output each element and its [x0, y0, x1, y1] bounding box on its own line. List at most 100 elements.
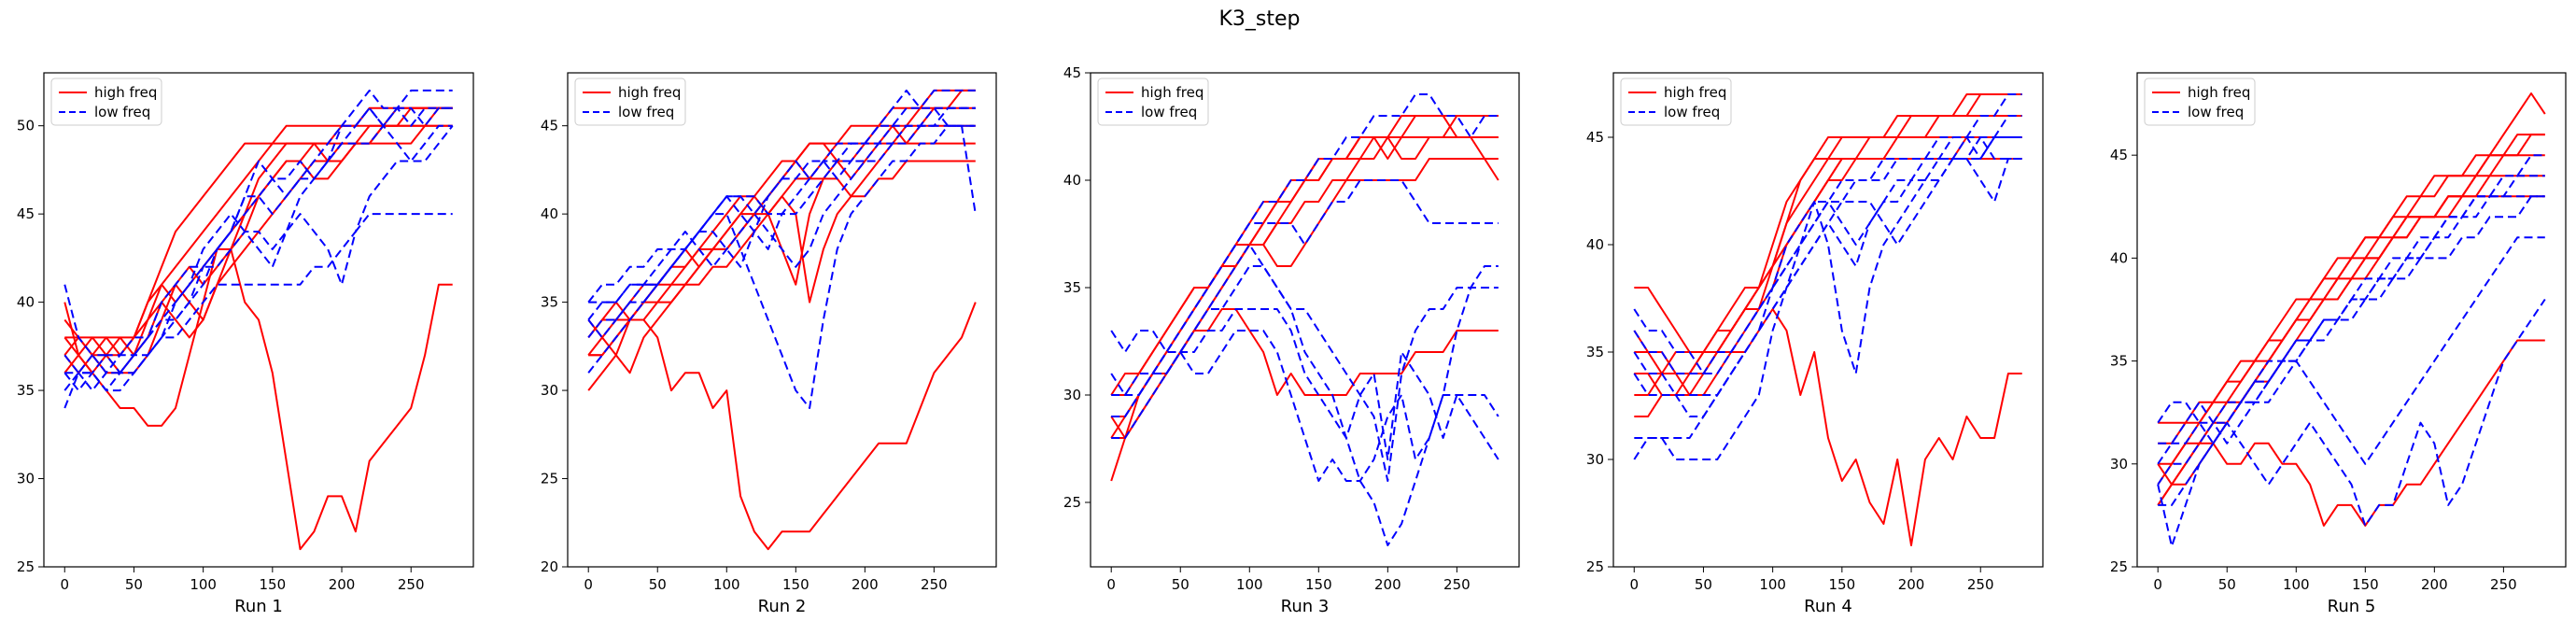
x-tick-label: 0	[584, 576, 593, 593]
axes-frame	[1612, 72, 2044, 568]
x-tick-label: 250	[398, 576, 425, 593]
x-tick-label: 150	[260, 576, 287, 593]
x-tick-label: 200	[852, 576, 879, 593]
high-freq-series-line-7	[63, 124, 453, 374]
y-tick-label: 50	[17, 118, 35, 134]
y-tick-label: 45	[541, 118, 558, 134]
y-tick-label: 25	[541, 471, 558, 487]
series-group	[63, 89, 454, 551]
y-tick-label: 30	[2110, 456, 2128, 473]
low-freq-series-line-3	[63, 89, 453, 374]
low-freq-series-line-5	[1633, 136, 2022, 374]
legend-label-low-freq: low freq	[618, 104, 674, 120]
low-freq-series-line-2	[2157, 236, 2545, 465]
x-tick-label: 100	[713, 576, 740, 593]
y-tick-label: 40	[1063, 172, 1081, 189]
series-group	[587, 89, 977, 551]
axes-frame	[43, 72, 474, 568]
x-tick-label: 150	[1305, 576, 1332, 593]
y-tick-label: 40	[1586, 236, 1604, 253]
y-tick-label: 30	[17, 471, 35, 487]
y-tick-label: 25	[1586, 558, 1604, 575]
legend-label-low-freq: low freq	[2188, 104, 2244, 120]
y-tick-label: 20	[541, 558, 558, 575]
high-freq-series-line-1	[1634, 308, 2022, 546]
high-freq-series-line-7	[1634, 136, 2022, 374]
legend: high freq low freq	[2144, 78, 2256, 126]
x-axis-label: Run 5	[2328, 597, 2376, 616]
x-tick-label: 250	[1443, 576, 1471, 593]
x-tick-label: 50	[1695, 576, 1712, 593]
legend: high freq low freq	[574, 78, 686, 126]
x-tick-label: 100	[190, 576, 217, 593]
y-tick-label: 30	[1586, 451, 1604, 468]
x-tick-label: 0	[2153, 576, 2162, 593]
y-tick-label: 45	[1586, 129, 1604, 146]
legend-box	[574, 78, 686, 126]
x-tick-label: 50	[1172, 576, 1189, 593]
x-tick-label: 250	[921, 576, 948, 593]
legend-label-low-freq: low freq	[1141, 104, 1197, 120]
y-tick-label: 30	[1063, 387, 1081, 403]
x-axis-label: Run 1	[234, 597, 283, 616]
low-freq-series-line-2	[63, 124, 453, 392]
x-tick-label: 200	[1898, 576, 1925, 593]
y-tick-label: 45	[2110, 147, 2128, 163]
legend-box	[1097, 78, 1209, 126]
y-tick-label: 30	[541, 382, 558, 399]
low-freq-series-line-1	[587, 124, 977, 409]
legend: high freq low freq	[1620, 78, 1732, 126]
y-tick-label: 40	[2110, 249, 2128, 266]
subplot-4: 0 50 100 150 200 250 25 30 35 40 45 Run 4 high freq l…	[1586, 72, 2044, 616]
low-freq-series-line-5	[63, 106, 453, 392]
legend-label-high-freq: high freq	[1141, 84, 1204, 101]
legend-label-high-freq: high freq	[2188, 84, 2250, 101]
low-freq-series-line-1	[2157, 298, 2546, 547]
low-freq-series-line-4	[63, 89, 453, 409]
x-tick-label: 100	[1236, 576, 1263, 593]
x-tick-label: 150	[1829, 576, 1856, 593]
x-tick-label: 150	[782, 576, 809, 593]
high-freq-series-line-1	[587, 302, 977, 551]
y-tick-label: 25	[2110, 558, 2128, 575]
y-tick-label: 25	[1063, 494, 1081, 511]
y-tick-label: 35	[17, 382, 35, 399]
low-freq-series-line-1	[1110, 330, 1499, 482]
y-tick-label: 25	[17, 558, 35, 575]
low-freq-series-line-1	[63, 213, 453, 392]
low-freq-series-line-4	[1111, 265, 1499, 546]
low-freq-series-line-6	[2158, 195, 2545, 445]
low-freq-series-line-6	[588, 106, 976, 303]
y-tick-label: 40	[541, 205, 558, 222]
series-group	[1633, 93, 2022, 546]
x-tick-label: 250	[2490, 576, 2517, 593]
axes-frame	[1090, 72, 1520, 568]
axes-frame	[2136, 72, 2567, 568]
series-group	[2157, 92, 2546, 547]
low-freq-series-line-5	[2157, 175, 2545, 486]
legend: high freq low freq	[1097, 78, 1209, 126]
legend-label-high-freq: high freq	[618, 84, 681, 101]
x-axis-label: Run 3	[1281, 597, 1330, 616]
x-tick-label: 100	[1759, 576, 1786, 593]
figure-suptitle: K3_step	[1218, 7, 1300, 31]
y-tick-label: 35	[1063, 279, 1081, 296]
x-axis-label: Run 4	[1804, 597, 1852, 616]
legend-label-high-freq: high freq	[1664, 84, 1726, 101]
legend-label-high-freq: high freq	[94, 84, 157, 101]
low-freq-series-line-6	[1111, 93, 1499, 417]
axes-frame	[567, 72, 997, 568]
low-freq-series-line-1	[1633, 158, 2022, 460]
subplot-5: 0 50 100 150 200 250 25 30 35 40 45 Run 5 high freq l…	[2110, 72, 2567, 616]
subplot-2: 0 50 100 150 200 250 20 25 30 35 40 45 Run 2 high fre…	[541, 72, 997, 616]
legend: high freq low freq	[50, 78, 162, 126]
x-tick-label: 250	[1967, 576, 1994, 593]
low-freq-series-line-6	[64, 106, 454, 392]
y-tick-label: 45	[1063, 64, 1081, 81]
legend-box	[1620, 78, 1732, 126]
y-tick-label: 45	[17, 205, 35, 222]
legend-box	[2144, 78, 2256, 126]
legend-box	[50, 78, 162, 126]
x-tick-label: 50	[125, 576, 143, 593]
x-axis-label: Run 2	[758, 597, 807, 616]
